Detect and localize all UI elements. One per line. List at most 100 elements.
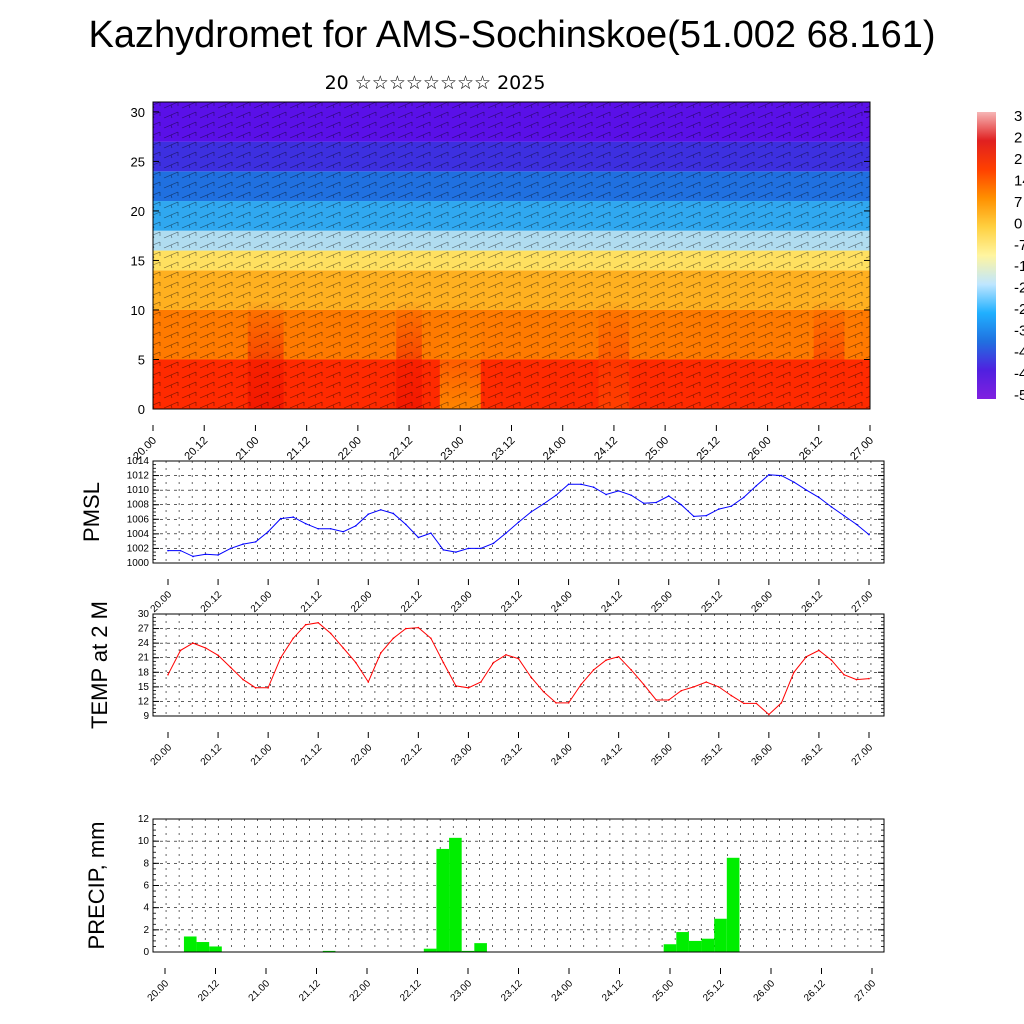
- x-tick-label: 26.00: [746, 435, 774, 463]
- x-tick-label: 24.00: [549, 742, 575, 768]
- data-point: [167, 549, 169, 552]
- data-point: [580, 683, 582, 686]
- data-point: [605, 659, 607, 661]
- x-tick-label: 21.12: [299, 742, 325, 768]
- data-point: [830, 659, 833, 661]
- data-point: [705, 514, 708, 517]
- x-tick-label: 23.12: [490, 435, 518, 463]
- y-tick-label: 2: [143, 925, 149, 936]
- x-tick-label: 21.12: [285, 435, 313, 463]
- plot-frame: [152, 101, 871, 410]
- data-point: [442, 661, 445, 664]
- data-point: [254, 687, 257, 689]
- data-point: [480, 681, 482, 683]
- data-point: [342, 530, 345, 533]
- x-tick-label: 23.00: [449, 978, 475, 1004]
- x-tick-label: 25.12: [699, 589, 725, 615]
- data-point: [354, 661, 357, 664]
- data-point: [555, 494, 557, 497]
- data-point: [329, 632, 332, 635]
- y-tick-label: 5: [138, 352, 145, 367]
- data-point: [267, 530, 269, 533]
- data-point: [279, 517, 282, 520]
- x-tick-label: 26.12: [797, 435, 825, 463]
- data-point: [267, 687, 269, 689]
- data-point: [592, 669, 595, 671]
- chart-title: Kazhydromet for AMS-Sochinskoe(51.002 68…: [88, 14, 936, 56]
- data-point: [417, 626, 420, 629]
- y-tick-label: 21: [138, 653, 150, 664]
- x-tick-label: 23.00: [449, 742, 475, 768]
- x-tick-label: 20.00: [149, 589, 175, 615]
- colorbar-tick-label: -1: [1014, 258, 1024, 275]
- data-point: [492, 542, 495, 545]
- colorbar-tick-label: 2: [1014, 129, 1022, 146]
- chart-subtitle: 20 ☆☆☆☆☆☆☆☆ 2025: [324, 72, 546, 94]
- y-tick-label: 1000: [127, 558, 150, 569]
- data-point: [805, 489, 808, 491]
- precip-bar: [196, 942, 210, 952]
- y-tick-label: 1008: [127, 500, 150, 511]
- data-point: [342, 647, 345, 649]
- x-tick-label: 20.12: [199, 742, 225, 768]
- y-tick-label: 1014: [127, 456, 150, 467]
- y-tick-label: 10: [131, 303, 145, 318]
- x-tick-label: 20.00: [146, 978, 172, 1004]
- data-point: [204, 553, 207, 556]
- data-point: [680, 689, 683, 692]
- x-tick-label: 22.00: [349, 589, 375, 615]
- x-tick-label: 25.00: [649, 589, 675, 615]
- precip-bar: [663, 944, 677, 952]
- x-tick-label: 21.00: [234, 435, 262, 463]
- precip-bar: [322, 950, 336, 952]
- data-point: [317, 527, 320, 530]
- data-point: [743, 496, 745, 499]
- data-point: [405, 627, 407, 630]
- y-tick-label: 24: [138, 638, 150, 649]
- colorbar-tick-label: 3: [1014, 108, 1022, 125]
- colorbar-gradient: [977, 112, 996, 399]
- data-point: [367, 681, 370, 683]
- x-tick-label: 24.12: [599, 589, 625, 615]
- data-point: [755, 484, 758, 487]
- y-tick-label: 30: [131, 105, 145, 120]
- colorbar-tick-label: -3: [1014, 323, 1024, 340]
- x-tick-label: 26.00: [750, 589, 776, 615]
- x-tick-label: 26.12: [802, 978, 828, 1004]
- data-point: [692, 686, 695, 688]
- data-point: [630, 669, 632, 671]
- x-tick-label: 24.12: [600, 978, 626, 1004]
- x-tick-label: 20.12: [199, 589, 225, 615]
- y-tick-label: 0: [138, 402, 145, 417]
- data-point: [442, 549, 445, 551]
- x-tick-label: 24.00: [541, 435, 569, 463]
- y-tick-label: 12: [138, 696, 150, 707]
- x-tick-label: 25.00: [649, 742, 675, 768]
- precip-bar: [423, 948, 437, 952]
- data-point: [392, 512, 395, 515]
- y-axis-label: TEMP at 2 M: [87, 601, 112, 729]
- data-point: [642, 502, 645, 505]
- y-axis-label: PRECIP, mm: [84, 822, 109, 950]
- data-point: [818, 649, 820, 652]
- data-point: [630, 494, 632, 497]
- x-tick-label: 21.00: [249, 589, 275, 615]
- data-point: [655, 501, 657, 504]
- data-point: [592, 486, 595, 489]
- data-point: [642, 683, 645, 686]
- x-tick-label: 24.00: [550, 978, 576, 1004]
- y-tick-label: 27: [138, 624, 150, 635]
- x-tick-label: 22.00: [349, 742, 375, 768]
- data-point: [179, 649, 182, 652]
- x-tick-label: 25.12: [695, 435, 723, 463]
- precip-bar: [209, 946, 222, 952]
- pmsl-panel: 1000 1002 1004 1006 1008 1010 1012 1014 20.00 20.…: [79, 456, 885, 615]
- x-tick-label: 21.12: [297, 978, 323, 1004]
- data-point: [868, 677, 870, 680]
- data-point: [667, 699, 670, 701]
- y-tick-label: 0: [143, 947, 149, 958]
- data-point: [830, 506, 833, 508]
- y-tick-label: 20: [131, 204, 145, 219]
- data-point: [354, 525, 357, 527]
- x-tick-label: 22.00: [348, 978, 374, 1004]
